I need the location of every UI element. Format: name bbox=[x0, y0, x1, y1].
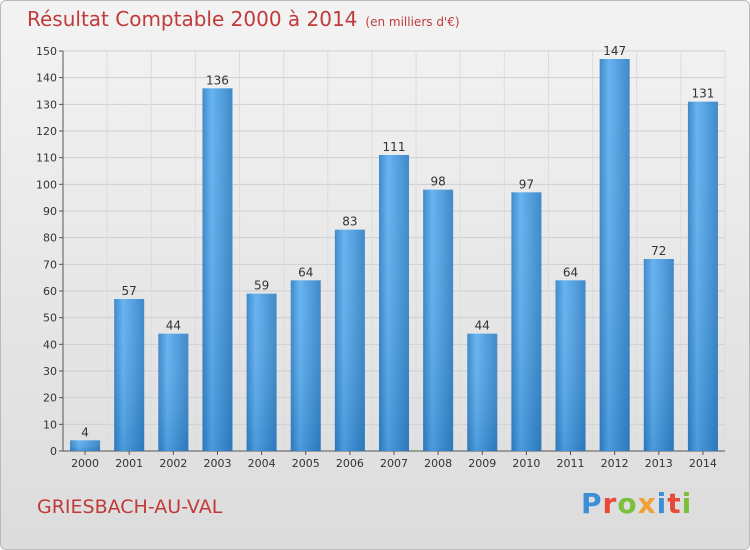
x-tick-label-2012: 2012 bbox=[601, 457, 629, 470]
x-tick-label-2011: 2011 bbox=[557, 457, 585, 470]
bar-shade-2013 bbox=[643, 259, 674, 451]
x-tick-label-2002: 2002 bbox=[159, 457, 187, 470]
bar-shade-2004 bbox=[246, 293, 277, 451]
y-tick-label: 150 bbox=[36, 45, 57, 58]
data-label-2005: 64 bbox=[298, 265, 313, 279]
bars bbox=[70, 59, 718, 452]
bar-shade-2002 bbox=[158, 333, 189, 451]
logo-letter: i bbox=[681, 487, 693, 520]
data-label-2008: 98 bbox=[430, 175, 445, 189]
y-tick-label: 60 bbox=[43, 285, 57, 298]
data-label-2012: 147 bbox=[603, 44, 626, 58]
bar-shade-2000 bbox=[70, 440, 101, 451]
bar-shade-2009 bbox=[467, 333, 498, 451]
y-tick-label: 40 bbox=[43, 338, 57, 351]
x-tick-label-2014: 2014 bbox=[689, 457, 717, 470]
y-tick-label: 50 bbox=[43, 312, 57, 325]
bar-shade-2012 bbox=[599, 59, 630, 451]
y-tick-label: 100 bbox=[36, 178, 57, 191]
y-tick-label: 0 bbox=[50, 445, 57, 458]
proxiti-logo: Proxiti bbox=[581, 487, 692, 520]
x-tick-label-2007: 2007 bbox=[380, 457, 408, 470]
x-tick-label-2010: 2010 bbox=[512, 457, 540, 470]
data-label-2006: 83 bbox=[342, 215, 357, 229]
chart-unit: (en milliers d'€) bbox=[365, 15, 460, 29]
logo-letter: x bbox=[637, 487, 657, 520]
y-tick-label: 30 bbox=[43, 365, 57, 378]
x-tick-label-2005: 2005 bbox=[292, 457, 320, 470]
bar-shade-2003 bbox=[202, 88, 233, 451]
bar-shade-2014 bbox=[687, 101, 718, 452]
y-tick-label: 140 bbox=[36, 72, 57, 85]
labels: 4 57 44 136 59 64 83 111 98 44 97 64 147 72 131 bbox=[81, 44, 714, 439]
data-label-2009: 44 bbox=[475, 319, 490, 333]
logo-letter: P bbox=[581, 487, 603, 520]
y-tick-label: 10 bbox=[43, 418, 57, 431]
x-tick-label-2001: 2001 bbox=[115, 457, 143, 470]
bar-shade-2007 bbox=[379, 155, 409, 451]
commune-name: GRIESBACH-AU-VAL bbox=[37, 496, 223, 518]
logo-letter: o bbox=[617, 487, 638, 520]
x-tick-label-2009: 2009 bbox=[468, 457, 496, 470]
x-tick-label-2013: 2013 bbox=[645, 457, 673, 470]
y-tick-label: 120 bbox=[36, 125, 57, 138]
data-label-2011: 64 bbox=[563, 265, 578, 279]
chart-title: Résultat Comptable 2000 à 2014 (en millie… bbox=[27, 7, 460, 31]
bar-shade-2011 bbox=[555, 280, 586, 451]
y-tick-label: 110 bbox=[36, 152, 57, 165]
bar-shade-2005 bbox=[290, 280, 321, 451]
x-tick-label-2004: 2004 bbox=[248, 457, 276, 470]
data-label-2010: 97 bbox=[519, 177, 534, 191]
y-tick-label: 70 bbox=[43, 258, 57, 271]
x-tick-label-2000: 2000 bbox=[71, 457, 99, 470]
x-tick-label-2003: 2003 bbox=[203, 457, 231, 470]
y-tick-label: 20 bbox=[43, 392, 57, 405]
bar-shade-2008 bbox=[423, 189, 454, 451]
data-label-2013: 72 bbox=[651, 244, 666, 258]
y-tick-label: 80 bbox=[43, 232, 57, 245]
x-tick-label-2008: 2008 bbox=[424, 457, 452, 470]
logo-letter: r bbox=[602, 487, 618, 520]
bar-shade-2006 bbox=[334, 229, 365, 451]
data-label-2000: 4 bbox=[81, 425, 89, 439]
y-tick-label: 90 bbox=[43, 205, 57, 218]
y-tick-label: 130 bbox=[36, 98, 57, 111]
data-label-2014: 131 bbox=[691, 87, 714, 101]
logo-letter: t bbox=[667, 487, 682, 520]
logo-letter: i bbox=[656, 487, 668, 520]
data-label-2004: 59 bbox=[254, 279, 269, 293]
bar-shade-2010 bbox=[511, 192, 542, 452]
chart-title-text: Résultat Comptable 2000 à 2014 bbox=[27, 7, 358, 31]
x-tick-label-2006: 2006 bbox=[336, 457, 364, 470]
bar-shade-2001 bbox=[114, 299, 145, 451]
data-label-2007: 111 bbox=[383, 140, 406, 154]
data-label-2002: 44 bbox=[166, 319, 181, 333]
data-label-2003: 136 bbox=[206, 73, 229, 87]
data-label-2001: 57 bbox=[122, 284, 137, 298]
